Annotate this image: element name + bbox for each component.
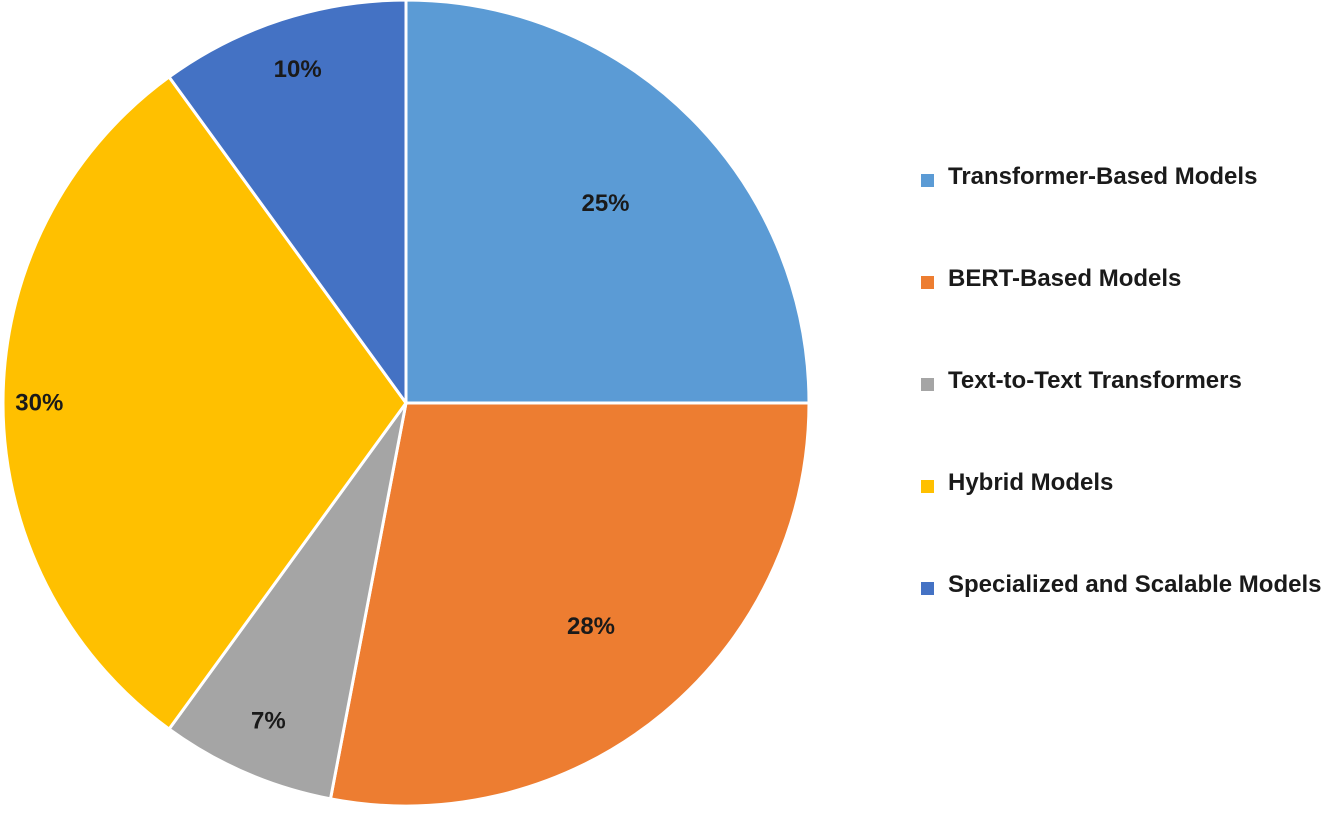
legend-swatch (921, 378, 934, 391)
slice-value-label: 7% (251, 708, 286, 735)
legend-swatch (921, 480, 934, 493)
slice-value-label: 25% (581, 190, 629, 217)
legend-swatch (921, 174, 934, 187)
slice-value-label: 10% (274, 56, 322, 83)
legend-label: Transformer-Based Models (948, 163, 1258, 190)
pie-slice (328, 401, 811, 808)
slice-value-label: 28% (567, 613, 615, 640)
legend-label: BERT-Based Models (948, 265, 1182, 292)
legend-item: Text-to-Text Transformers (921, 364, 1323, 398)
legend-swatch (921, 276, 934, 289)
slice-value-label: 30% (15, 390, 63, 417)
legend-swatch (921, 582, 934, 595)
legend-label: Specialized and Scalable Models (948, 571, 1322, 598)
legend-label: Hybrid Models (948, 469, 1114, 496)
pie-slice (167, 0, 408, 405)
pie-slice (167, 401, 408, 801)
legend-item: BERT-Based Models (921, 262, 1323, 296)
pie-slice (1, 75, 408, 731)
pie-slice (404, 0, 811, 405)
legend-item: Specialized and Scalable Models (921, 568, 1323, 602)
pie-value-labels: 25% 28% 7% 30% 10% (15, 56, 629, 735)
pie-slices (1, 0, 811, 808)
legend-item: Hybrid Models (921, 466, 1323, 500)
legend-item: Transformer-Based Models (921, 160, 1323, 194)
legend-label: Text-to-Text Transformers (948, 367, 1242, 394)
